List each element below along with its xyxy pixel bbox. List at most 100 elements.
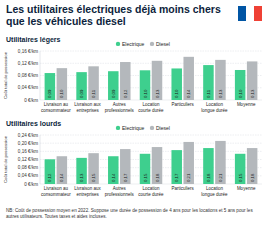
grid-line	[40, 51, 262, 52]
legend-swatch	[116, 126, 120, 130]
y-tick-label: 0,04 €/km	[18, 85, 38, 90]
x-tick-label: Locationlongue durée	[201, 186, 228, 197]
legend-swatch	[150, 126, 154, 130]
data-label: 0,13	[79, 173, 84, 182]
data-label: 0,15	[238, 173, 243, 182]
data-label: 0,12	[47, 173, 52, 182]
data-label: 0,17	[174, 173, 179, 182]
y-tick-label: 0,08 €/km	[18, 165, 38, 170]
bar	[171, 68, 182, 100]
data-label: 0,18	[250, 173, 255, 182]
bars	[45, 57, 258, 100]
bar	[57, 68, 68, 100]
x-tick-label: Locationlongue durée	[201, 102, 228, 113]
data-label: 0,12	[123, 89, 128, 98]
legend-swatch	[150, 42, 154, 46]
grid-line	[40, 143, 262, 144]
y-tick-label: 0,12 €/km	[18, 61, 38, 66]
grid-line	[40, 75, 262, 76]
chart-title: Utilitaires lourds	[6, 120, 61, 127]
data-label: 0,15	[91, 173, 96, 182]
grid-line	[40, 167, 262, 168]
bar	[45, 159, 56, 184]
bar	[88, 153, 99, 184]
x-tick-label: Particuliers	[172, 102, 195, 107]
bar	[235, 154, 246, 184]
bar	[247, 61, 258, 100]
data-label: 0,10	[59, 89, 64, 98]
data-label: 0,11	[206, 89, 211, 98]
y-axis-line	[40, 51, 41, 100]
bar	[247, 148, 258, 184]
flag-icon	[238, 6, 262, 21]
bars	[45, 141, 258, 184]
x-tick-label: Moyenne	[237, 102, 256, 107]
x-tick-line: Location	[206, 102, 224, 107]
x-tick-line: Location	[142, 186, 160, 191]
title: Les utilitaires électriques déjà moins c…	[6, 3, 228, 27]
y-tick-label: 0 €/km	[24, 182, 38, 187]
data-label: 0,10	[174, 89, 179, 98]
grid-line	[40, 184, 262, 185]
x-tick-line: longue durée	[201, 192, 228, 197]
x-tick-line: longue durée	[201, 108, 228, 113]
bar	[203, 65, 214, 100]
data-label: 0,14	[59, 173, 64, 182]
legend-swatch	[116, 42, 120, 46]
y-axis-line	[40, 135, 41, 184]
legend-label: Electrique	[122, 125, 144, 131]
x-tick-label: Locationcourte durée	[138, 186, 164, 197]
data-label: 0,21	[218, 173, 223, 182]
bar	[120, 149, 130, 184]
y-tick-label: 0,20 €/km	[18, 141, 38, 146]
bar	[88, 66, 99, 100]
x-tick-label: Moyenne	[237, 186, 256, 191]
legend-label: Diesel	[156, 41, 170, 47]
x-tick-label: Particuliers	[172, 186, 195, 191]
x-tick-line: entreprises	[76, 108, 99, 113]
data-label: 0,14	[111, 173, 116, 182]
bar-chart: Utilitaires légersElectriqueDieselCoût t…	[3, 36, 262, 113]
grid-line	[40, 63, 262, 64]
x-tick-label: Livraison auxentreprises	[74, 102, 101, 113]
x-tick-label: Livraison auxentreprises	[74, 186, 101, 197]
data-label: 0,09	[111, 89, 116, 98]
y-axis-label: Coût total de possession	[3, 51, 8, 99]
y-tick-label: 0 €/km	[24, 98, 38, 103]
x-tick-line: Livraison au	[44, 186, 69, 191]
bar	[152, 147, 163, 184]
data-label: 0,10	[143, 89, 148, 98]
y-tick-label: 0,16 €/km	[18, 149, 38, 154]
x-tick-line: Location	[142, 102, 160, 107]
x-tick-label: Livraison auconsommateur	[41, 186, 71, 197]
grid-line	[40, 135, 262, 136]
data-label: 0,13	[218, 89, 223, 98]
x-tick-line: Livraison aux	[74, 186, 101, 191]
bar	[171, 150, 182, 184]
bar	[140, 154, 151, 184]
flag-blue	[238, 6, 246, 21]
bar	[120, 62, 130, 100]
x-tick-line: professionnels	[105, 108, 135, 113]
x-tick-line: courte durée	[138, 192, 164, 197]
x-tick-line: consommateur	[41, 108, 71, 113]
data-label: 0,15	[143, 173, 148, 182]
chart: Utilitaires légersElectriqueDieselCoût t…	[0, 0, 268, 230]
x-tick-line: courte durée	[138, 108, 164, 113]
legend-label: Diesel	[156, 125, 170, 131]
bar-chart: Utilitaires lourdsElectriqueDieselCoût t…	[3, 120, 262, 197]
y-tick-label: 0,12 €/km	[18, 157, 38, 162]
y-tick-label: 0,16 €/km	[18, 49, 38, 54]
data-label: 0,17	[123, 173, 128, 182]
data-label: 0,14	[186, 89, 191, 98]
bar	[108, 71, 119, 100]
x-tick-line: Livraison au	[44, 102, 69, 107]
x-tick-label: Livraison auconsommateur	[41, 102, 71, 113]
bar	[183, 57, 194, 100]
data-label: 0,13	[155, 89, 160, 98]
bar	[235, 70, 246, 100]
x-tick-line: Moyenne	[237, 186, 256, 191]
data-label: 0,11	[91, 89, 96, 98]
x-tick-line: Location	[206, 186, 224, 191]
bar	[108, 156, 119, 184]
